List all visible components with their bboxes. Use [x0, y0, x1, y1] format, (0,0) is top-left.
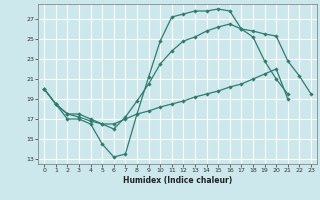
- X-axis label: Humidex (Indice chaleur): Humidex (Indice chaleur): [123, 176, 232, 185]
